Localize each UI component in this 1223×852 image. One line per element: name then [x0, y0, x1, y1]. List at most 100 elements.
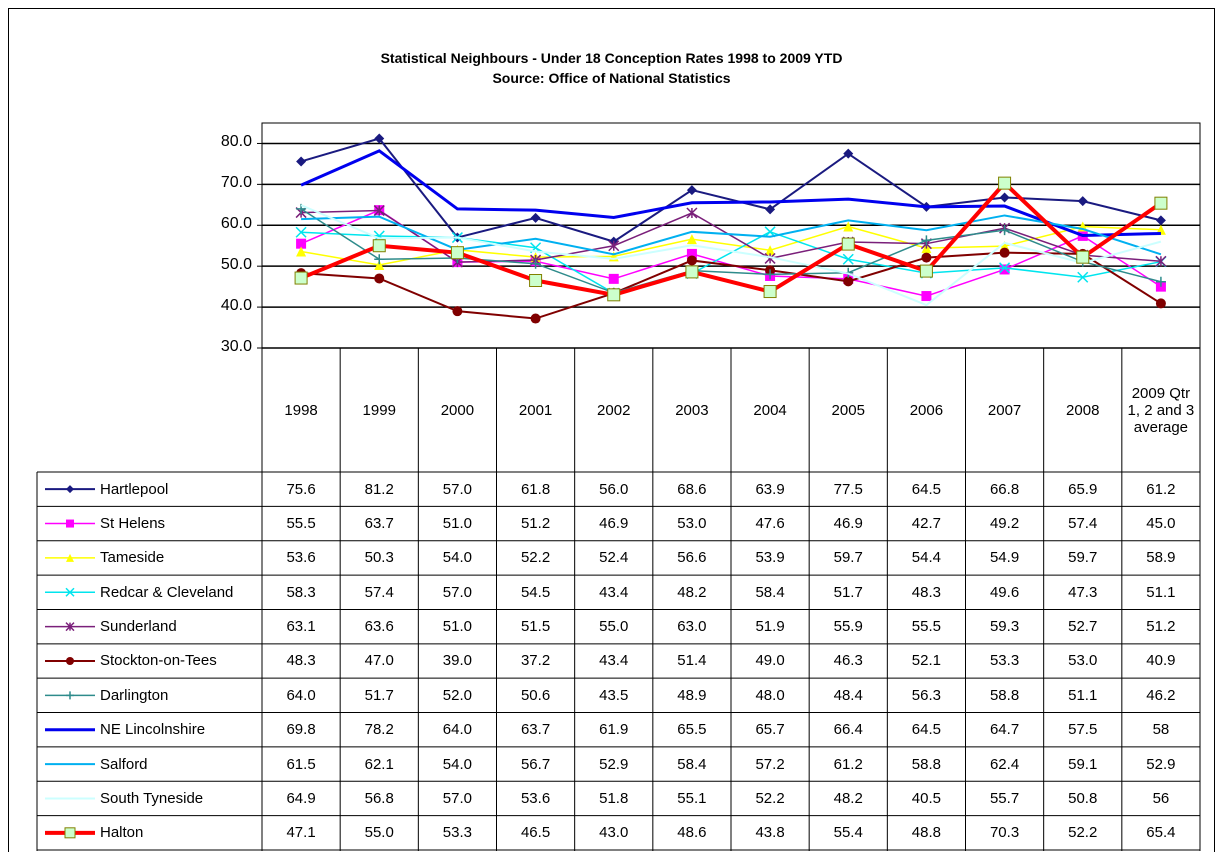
- table-cell: 46.5: [520, 824, 551, 842]
- marker: [686, 248, 697, 259]
- legend-label: Hartlepool: [100, 480, 169, 498]
- table-cell: 53.6: [286, 549, 316, 567]
- x-tick-label: 2004: [753, 401, 787, 419]
- table-cell: 51.0: [442, 618, 472, 636]
- legend-label: Darlington: [100, 686, 169, 704]
- marker: [1155, 255, 1167, 267]
- table-cell: 39.0: [442, 652, 472, 670]
- table-cell: 49.0: [755, 652, 785, 670]
- table-cell: 75.6: [286, 480, 316, 498]
- table-cell: 63.7: [364, 515, 394, 533]
- table-cell: 64.5: [911, 480, 941, 498]
- table-cell: 50.8: [1068, 789, 1098, 807]
- x-tick-label: 2005: [831, 401, 865, 419]
- marker: [921, 291, 932, 302]
- table-cell: 56.7: [520, 755, 551, 773]
- marker: [1077, 271, 1089, 283]
- table-cell: 43.5: [599, 686, 629, 704]
- marker: [374, 273, 385, 284]
- table-cell: 48.2: [677, 583, 707, 601]
- marker: [1155, 298, 1166, 309]
- y-tick-label: 70.0: [220, 174, 252, 192]
- marker: [999, 225, 1010, 236]
- table-cell: 53.9: [755, 549, 785, 567]
- series-line: [301, 214, 1162, 256]
- marker: [765, 269, 776, 280]
- table-cell: 58.3: [286, 583, 316, 601]
- table-cell: 52.9: [1146, 755, 1176, 773]
- table-cell: 59.7: [1068, 549, 1098, 567]
- table-cell: 57.2: [755, 755, 785, 773]
- legend-label: Stockton-on-Tees: [100, 652, 217, 670]
- table-cell: 52.2: [1068, 824, 1098, 842]
- table-cell: 64.9: [286, 789, 316, 807]
- table-cell: 56.3: [911, 686, 941, 704]
- table-cell: 55.9: [833, 618, 863, 636]
- table-cell: 65.9: [1068, 480, 1098, 498]
- table-cell: 62.1: [364, 755, 394, 773]
- marker: [452, 306, 463, 317]
- table-cell: 54.4: [911, 549, 941, 567]
- table-cell: 58.8: [911, 755, 941, 773]
- table-cell: 51.8: [599, 789, 629, 807]
- table-cell: 55.4: [833, 824, 863, 842]
- frame: [8, 8, 1215, 852]
- marker: [294, 271, 308, 285]
- table-cell: 51.7: [364, 686, 394, 704]
- table-cell: 66.8: [989, 480, 1020, 498]
- table-cell: 63.7: [520, 721, 551, 739]
- y-tick-label: 40.0: [220, 297, 252, 315]
- table-cell: 52.0: [442, 686, 472, 704]
- marker: [374, 259, 385, 270]
- marker: [529, 274, 543, 287]
- table-cell: 57.5: [1068, 721, 1098, 739]
- x-tick-label: 2006: [909, 401, 944, 419]
- marker: [1076, 250, 1090, 264]
- marker: [372, 239, 386, 253]
- table-cell: 55.7: [989, 789, 1020, 807]
- marker: [530, 313, 541, 324]
- table-cell: 59.7: [833, 549, 863, 567]
- table-cell: 64.0: [442, 721, 472, 739]
- marker: [765, 204, 776, 215]
- table-cell: 51.0: [442, 515, 472, 533]
- marker: [66, 657, 74, 665]
- table-cell: 54.9: [989, 549, 1020, 567]
- table-cell: 48.2: [833, 789, 863, 807]
- legend-label: NE Lincolnshire: [100, 721, 206, 739]
- table-cell: 56.6: [677, 549, 707, 567]
- marker: [66, 691, 74, 700]
- table-cell: 61.2: [1146, 480, 1176, 498]
- marker: [765, 245, 776, 256]
- legend-label: South Tyneside: [100, 789, 204, 807]
- table-cell: 58.4: [755, 583, 785, 601]
- marker: [1154, 196, 1168, 210]
- table-cell: 63.9: [755, 480, 785, 498]
- marker: [686, 207, 698, 219]
- marker: [607, 288, 621, 302]
- table-cell: 54.0: [442, 549, 472, 567]
- table-cell: 53.0: [1068, 652, 1098, 670]
- series-line: [300, 149, 1161, 238]
- table-cell: 40.5: [911, 789, 941, 807]
- legend-label: Salford: [100, 755, 148, 773]
- table-cell: 53.0: [677, 515, 707, 533]
- table-cell: 69.8: [286, 721, 316, 739]
- table-cell: 63.6: [364, 618, 394, 636]
- table-cell: 57.0: [442, 583, 472, 601]
- table-cell: 48.6: [677, 824, 707, 842]
- chart-title: Statistical Neighbours - Under 18 Concep…: [380, 50, 843, 66]
- marker: [843, 148, 854, 159]
- x-tick-label: 2008: [1066, 401, 1100, 419]
- table-cell: 64.0: [286, 686, 316, 704]
- table-cell: 61.9: [599, 721, 629, 739]
- table-cell: 63.0: [677, 618, 707, 636]
- marker: [296, 246, 307, 257]
- table-cell: 61.2: [833, 755, 863, 773]
- table-cell: 54.0: [442, 755, 472, 773]
- table-cell: 46.9: [833, 515, 863, 533]
- table-cell: 52.7: [1068, 618, 1098, 636]
- table-cell: 57.0: [442, 789, 472, 807]
